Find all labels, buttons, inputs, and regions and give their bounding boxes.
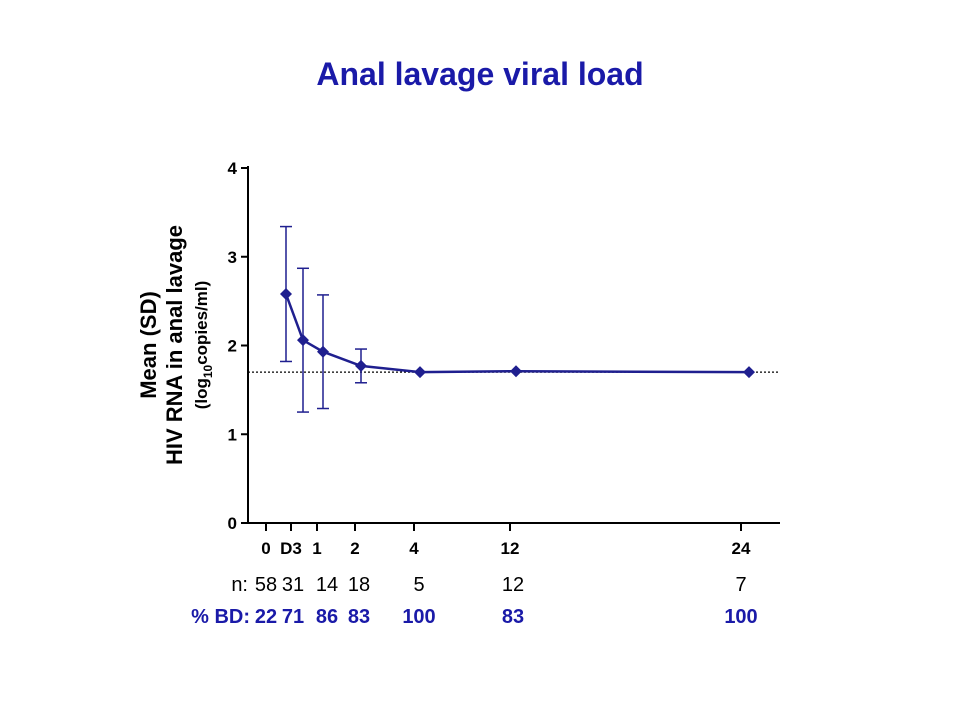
slide-title: Anal lavage viral load (316, 56, 644, 92)
data-point (317, 345, 329, 358)
x-tick-label: 0 (261, 539, 270, 558)
x-tick-label: 2 (350, 539, 359, 558)
data-point (414, 366, 426, 379)
n-value: 14 (316, 574, 338, 596)
y-tick-label: 0 (228, 514, 237, 533)
y-axis-title-unit: (log10copies/ml) (192, 281, 215, 410)
y-unit-subscript: 10 (201, 364, 215, 378)
bd-value: 83 (502, 606, 524, 628)
x-tick-label: 24 (732, 539, 751, 558)
x-tick-label: 12 (501, 539, 520, 558)
table-rows: n: 58 31 14 18 5 12 7 % BD: 22 71 86 83 100 83 100 (191, 574, 758, 628)
n-value: 12 (502, 574, 524, 596)
data-point (355, 359, 367, 372)
data-point (743, 366, 755, 379)
y-tick-label: 1 (228, 425, 237, 444)
y-tick-label: 4 (228, 159, 238, 178)
error-bars (280, 225, 367, 413)
y-unit-prefix: (log (192, 378, 211, 409)
y-axis-title: Mean (SD) HIV RNA in anal lavage (log10c… (136, 225, 215, 465)
data-point (280, 288, 292, 301)
y-tick-label: 3 (228, 248, 237, 267)
bd-row-label: % BD: (191, 606, 250, 628)
y-axis-title-line-2: HIV RNA in anal lavage (162, 225, 187, 465)
n-value: 18 (348, 574, 370, 596)
series-path (284, 293, 750, 374)
bd-value: 100 (402, 606, 435, 628)
n-value: 31 (282, 574, 304, 596)
data-point (297, 334, 309, 347)
series-line (280, 288, 755, 379)
bd-value: 83 (348, 606, 370, 628)
n-value: 58 (255, 574, 277, 596)
bd-value: 86 (316, 606, 338, 628)
n-row-label: n: (231, 574, 248, 596)
x-tick-label: 4 (409, 539, 419, 558)
y-unit-suffix: copies/ml) (192, 281, 211, 365)
x-tick-label: D3 (280, 539, 302, 558)
n-value: 5 (413, 574, 424, 596)
bd-value: 100 (724, 606, 757, 628)
data-point (510, 365, 522, 378)
y-axis-title-line-1: Mean (SD) (136, 291, 161, 399)
n-value: 7 (735, 574, 746, 596)
bd-value: 22 (255, 606, 277, 628)
bd-value: 71 (282, 606, 304, 628)
y-tick-label: 2 (228, 337, 237, 356)
x-tick-label: 1 (312, 539, 321, 558)
